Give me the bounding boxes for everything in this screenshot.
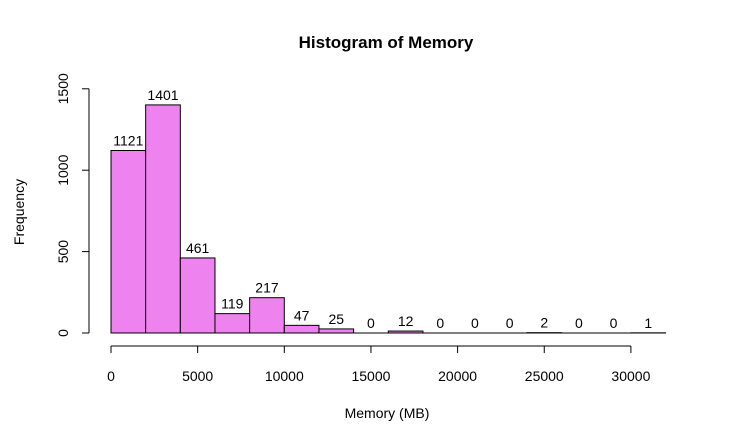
x-axis-label: Memory (MB) xyxy=(345,405,430,421)
y-tick-label: 500 xyxy=(55,240,71,264)
bar-count-label: 0 xyxy=(506,315,514,331)
histogram-bar xyxy=(283,324,320,334)
x-tick-label: 20000 xyxy=(438,368,477,384)
bar-count-label: 0 xyxy=(367,315,375,331)
bar-count-label: 1401 xyxy=(147,87,178,103)
bar-count-label: 0 xyxy=(471,315,479,331)
x-tick-label: 5000 xyxy=(182,368,213,384)
bar-count-label: 0 xyxy=(575,315,583,331)
bar-count-label: 119 xyxy=(221,296,244,312)
y-tick-label: 1000 xyxy=(55,154,71,185)
bar-count-label: 217 xyxy=(255,280,279,296)
bar-count-label: 25 xyxy=(329,311,345,327)
histogram-bar xyxy=(179,257,216,334)
x-tick-label: 10000 xyxy=(265,368,304,384)
x-tick-label: 15000 xyxy=(351,368,390,384)
y-tick-label: 1500 xyxy=(55,73,71,104)
y-axis-label: Frequency xyxy=(11,179,27,245)
bar-count-label: 1 xyxy=(644,315,652,331)
chart-title: Histogram of Memory xyxy=(299,33,474,52)
histogram-bar xyxy=(214,313,251,334)
histogram-bar xyxy=(249,297,285,334)
bar-count-label: 12 xyxy=(398,313,414,329)
histogram-bar xyxy=(145,104,181,334)
bar-count-label: 0 xyxy=(436,315,444,331)
x-tick-label: 30000 xyxy=(611,368,650,384)
bar-count-label: 461 xyxy=(186,240,210,256)
x-tick-label: 25000 xyxy=(525,368,564,384)
y-tick-label: 0 xyxy=(55,329,71,337)
histogram-bar xyxy=(318,328,355,334)
x-tick-label: 0 xyxy=(107,368,115,384)
histogram-bar xyxy=(110,150,147,334)
bar-count-label: 1121 xyxy=(113,133,143,149)
bar-count-label: 47 xyxy=(294,307,310,323)
bar-count-label: 2 xyxy=(540,315,548,331)
bar-count-label: 0 xyxy=(610,315,618,331)
